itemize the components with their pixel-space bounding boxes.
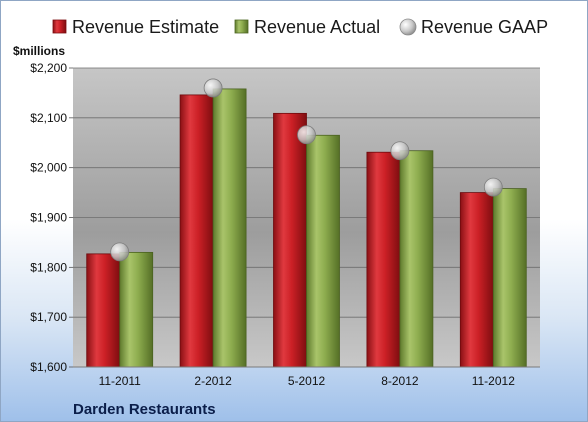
y-tick-label: $1,700: [30, 310, 67, 324]
x-axis-ticks: 11-2011 2-2012 5-2012 8-2012 11-2012: [99, 374, 516, 388]
bar-revenue-estimate: [86, 253, 121, 368]
y-tick-label: $1,600: [30, 360, 67, 374]
x-tick-label: 8-2012: [381, 374, 419, 388]
x-tick-label: 5-2012: [288, 374, 326, 388]
bar-revenue-actual: [399, 150, 434, 368]
y-tick-label: $2,100: [30, 111, 67, 125]
gaap-marker: [203, 78, 223, 98]
legend: Revenue Estimate Revenue Actual Revenue …: [52, 17, 548, 37]
gaap-marker: [110, 242, 130, 262]
bar-revenue-estimate: [366, 151, 401, 368]
legend-swatch-estimate: [52, 19, 67, 34]
y-axis-ticks: $1,600 $1,700 $1,800 $1,900 $2,000 $2,100 $2,2…: [30, 61, 73, 374]
bar-revenue-actual: [119, 251, 154, 368]
legend-item-actual: Revenue Actual: [234, 17, 380, 37]
legend-label-estimate: Revenue Estimate: [72, 17, 219, 37]
legend-swatch-actual: [234, 19, 249, 34]
units-label: $millions: [13, 44, 65, 58]
legend-label-gaap: Revenue GAAP: [421, 17, 548, 37]
gaap-marker: [390, 141, 410, 161]
bar-revenue-actual: [212, 88, 247, 368]
legend-item-estimate: Revenue Estimate: [52, 17, 219, 37]
legend-label-actual: Revenue Actual: [254, 17, 380, 37]
legend-marker-gaap: [399, 18, 417, 36]
x-tick-label: 2-2012: [194, 374, 232, 388]
gaap-marker: [297, 125, 316, 145]
legend-item-gaap: Revenue GAAP: [399, 17, 548, 37]
company-name: Darden Restaurants: [73, 401, 216, 418]
y-tick-label: $2,200: [30, 61, 67, 75]
x-tick-label: 11-2012: [472, 374, 515, 388]
bar-revenue-estimate: [273, 112, 307, 368]
bar-revenue-actual: [306, 134, 340, 368]
bar-revenue-actual: [492, 188, 527, 368]
y-tick-label: $1,900: [30, 211, 67, 225]
gaap-marker: [483, 177, 503, 197]
bar-revenue-estimate: [459, 192, 494, 368]
bars: [86, 88, 527, 368]
y-tick-label: $1,800: [30, 260, 67, 274]
gaap-markers: [110, 78, 503, 262]
x-tick-label: 11-2011: [99, 374, 142, 388]
y-tick-label: $2,000: [30, 161, 67, 175]
bar-revenue-estimate: [179, 94, 214, 368]
